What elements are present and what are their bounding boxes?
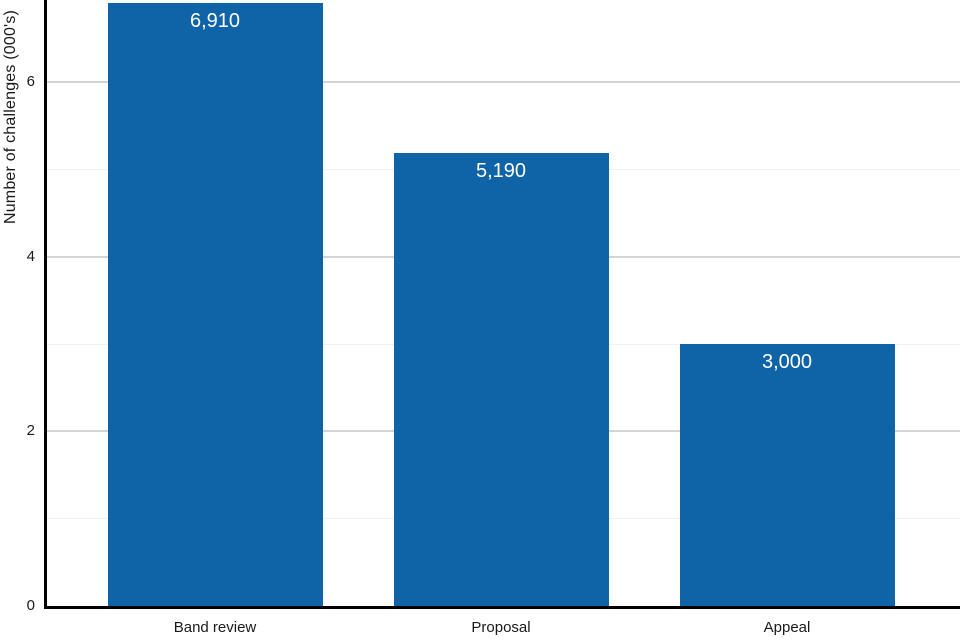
x-axis-category-label-appeal: Appeal: [763, 619, 811, 636]
bar-value-label: 5,190: [475, 159, 527, 182]
y-axis-tick-label: 4: [26, 247, 35, 265]
gridline-major: [46, 81, 960, 84]
bar-value-label: 6,910: [189, 9, 241, 32]
y-axis-line: [44, 0, 47, 609]
bar-band-review: 6,910: [107, 2, 323, 606]
x-axis-category-label-proposal: Proposal: [471, 619, 531, 636]
bar-appeal: 3,000: [679, 344, 895, 606]
bar-value-label: 3,000: [761, 351, 813, 374]
bar-proposal: 5,190: [393, 152, 609, 606]
y-axis-tick-label: 0: [26, 597, 35, 614]
x-axis-line: [44, 606, 960, 609]
y-axis-tick-label: 6: [26, 73, 35, 91]
y-axis-tick-label: 2: [26, 422, 35, 440]
x-axis-category-label-band-review: Band review: [173, 619, 257, 636]
